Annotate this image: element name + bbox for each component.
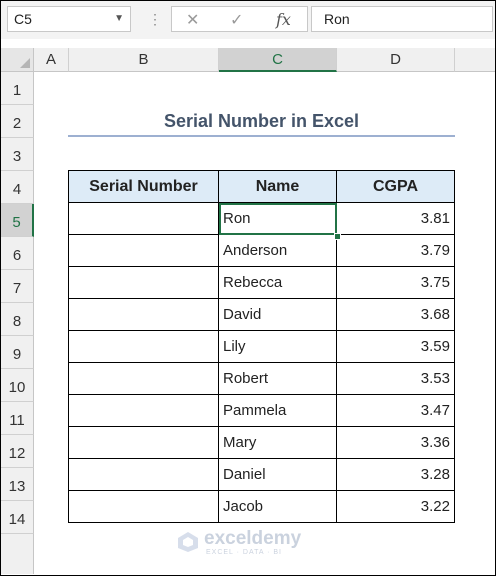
table-row: Anderson 3.79: [68, 234, 455, 267]
name-box[interactable]: C5 ▼: [7, 6, 131, 32]
cgpa-cell[interactable]: 3.75: [336, 266, 455, 299]
serial-cell[interactable]: [68, 426, 219, 459]
exceldemy-logo-icon: [178, 532, 198, 552]
title-underline: [68, 135, 455, 137]
table-row: Ron 3.81: [68, 202, 455, 235]
watermark: exceldemy EXCEL · DATA · BI: [176, 528, 326, 558]
select-all-corner[interactable]: [1, 48, 34, 72]
name-cell[interactable]: David: [218, 298, 337, 331]
header-serial-number[interactable]: Serial Number: [68, 170, 219, 203]
row-header-3[interactable]: 3: [1, 138, 34, 171]
serial-cell[interactable]: [68, 362, 219, 395]
table-row: Pammela 3.47: [68, 394, 455, 427]
watermark-tagline: EXCEL · DATA · BI: [206, 549, 282, 556]
row-header-10[interactable]: 10: [1, 369, 34, 402]
row-header-9[interactable]: 9: [1, 336, 34, 369]
serial-cell[interactable]: [68, 234, 219, 267]
column-header-a[interactable]: A: [34, 48, 69, 72]
name-cell[interactable]: Robert: [218, 362, 337, 395]
table-row: Daniel 3.28: [68, 458, 455, 491]
name-cell[interactable]: Daniel: [218, 458, 337, 491]
serial-cell[interactable]: [68, 266, 219, 299]
serial-cell[interactable]: [68, 490, 219, 523]
serial-cell[interactable]: [68, 458, 219, 491]
cancel-icon[interactable]: ✕: [186, 12, 200, 29]
data-table: Serial Number Name CGPA Ron 3.81 Anderso…: [68, 170, 455, 523]
cgpa-cell[interactable]: 3.22: [336, 490, 455, 523]
header-cgpa[interactable]: CGPA: [336, 170, 455, 203]
chevron-down-icon[interactable]: ▼: [114, 13, 124, 24]
row-header-14[interactable]: 14: [1, 501, 34, 534]
row-header-blank: [1, 534, 34, 574]
row-header-7[interactable]: 7: [1, 270, 34, 303]
formula-bar: C5 ▼ ⋮ ✕ ✓ fx Ron: [1, 1, 495, 39]
name-cell[interactable]: Anderson: [218, 234, 337, 267]
row-header-4[interactable]: 4: [1, 171, 34, 204]
insert-function-icon[interactable]: fx: [276, 10, 291, 29]
row-header-8[interactable]: 8: [1, 303, 34, 336]
fill-handle[interactable]: [334, 233, 341, 240]
row-header-5[interactable]: 5: [1, 204, 34, 237]
serial-cell[interactable]: [68, 202, 219, 235]
table-row: Lily 3.59: [68, 330, 455, 363]
cgpa-cell[interactable]: 3.53: [336, 362, 455, 395]
name-box-value: C5: [14, 11, 32, 27]
name-cell[interactable]: Lily: [218, 330, 337, 363]
table-row: Robert 3.53: [68, 362, 455, 395]
name-cell[interactable]: Pammela: [218, 394, 337, 427]
table-header-row: Serial Number Name CGPA: [68, 170, 455, 203]
row-header-1[interactable]: 1: [1, 72, 34, 105]
name-cell[interactable]: Jacob: [218, 490, 337, 523]
column-header-c[interactable]: C: [219, 48, 337, 72]
name-cell[interactable]: Rebecca: [218, 266, 337, 299]
serial-cell[interactable]: [68, 394, 219, 427]
select-all-icon: [20, 58, 30, 68]
row-header-6[interactable]: 6: [1, 237, 34, 270]
formula-input[interactable]: Ron: [311, 6, 493, 32]
table-row: Rebecca 3.75: [68, 266, 455, 299]
cgpa-cell[interactable]: 3.28: [336, 458, 455, 491]
column-header-d[interactable]: D: [337, 48, 455, 72]
cgpa-cell[interactable]: 3.68: [336, 298, 455, 331]
row-header-13[interactable]: 13: [1, 468, 34, 501]
table-row: Mary 3.36: [68, 426, 455, 459]
name-cell[interactable]: Mary: [218, 426, 337, 459]
column-header-blank: [455, 48, 495, 72]
row-header-12[interactable]: 12: [1, 435, 34, 468]
cgpa-cell[interactable]: 3.59: [336, 330, 455, 363]
cgpa-cell[interactable]: 3.81: [336, 202, 455, 235]
cgpa-cell[interactable]: 3.47: [336, 394, 455, 427]
row-header-11[interactable]: 11: [1, 402, 34, 435]
header-name[interactable]: Name: [218, 170, 337, 203]
cgpa-cell[interactable]: 3.79: [336, 234, 455, 267]
column-header-b[interactable]: B: [69, 48, 219, 72]
formula-buttons: ✕ ✓ fx: [171, 6, 308, 32]
table-row: David 3.68: [68, 298, 455, 331]
enter-icon[interactable]: ✓: [230, 12, 244, 29]
sheet-title[interactable]: Serial Number in Excel: [163, 111, 360, 131]
more-options-icon[interactable]: ⋮: [148, 11, 162, 27]
name-cell-active[interactable]: Ron: [218, 202, 337, 235]
serial-cell[interactable]: [68, 330, 219, 363]
cgpa-cell[interactable]: 3.36: [336, 426, 455, 459]
watermark-brand: exceldemy: [204, 528, 302, 549]
row-header-2[interactable]: 2: [1, 105, 34, 138]
serial-cell[interactable]: [68, 298, 219, 331]
table-row: Jacob 3.22: [68, 490, 455, 523]
